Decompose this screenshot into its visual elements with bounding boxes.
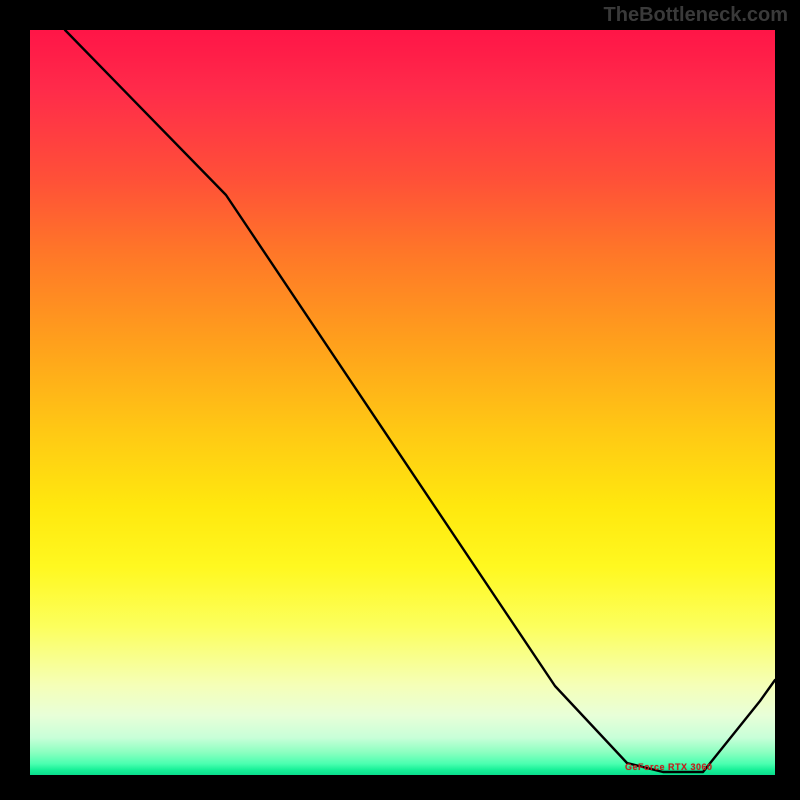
chart-line-layer: [30, 30, 775, 775]
watermark-text: TheBottleneck.com: [604, 4, 788, 27]
chart-annotation-label: GeForce RTX 3060: [625, 762, 713, 772]
bottleneck-curve: [65, 30, 775, 772]
chart-plot-area: GeForce RTX 3060: [30, 30, 775, 775]
